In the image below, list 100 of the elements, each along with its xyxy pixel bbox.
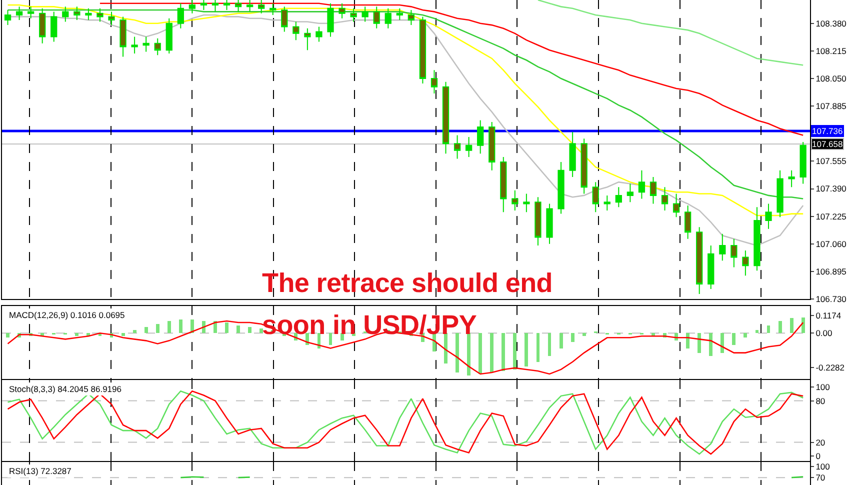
bar bbox=[167, 320, 171, 334]
bar bbox=[709, 333, 713, 356]
candlestick bbox=[27, 6, 34, 19]
y-tick-label: 108.380 bbox=[816, 18, 847, 28]
candlestick bbox=[316, 26, 322, 42]
bar bbox=[456, 333, 460, 372]
candlestick bbox=[430, 70, 438, 94]
candlestick bbox=[16, 6, 23, 21]
candlestick bbox=[212, 0, 219, 12]
candlestick bbox=[4, 10, 12, 26]
bar bbox=[582, 333, 586, 336]
candlestick bbox=[442, 81, 450, 154]
candlestick bbox=[626, 183, 634, 203]
candlestick bbox=[166, 18, 172, 54]
bar bbox=[490, 333, 494, 372]
candlestick bbox=[373, 6, 380, 29]
candlestick bbox=[684, 204, 692, 240]
y-tick-label: 108.215 bbox=[816, 46, 847, 56]
candlestick bbox=[396, 8, 403, 21]
y-tick-label: 107.555 bbox=[816, 156, 847, 166]
candlestick bbox=[74, 6, 80, 21]
bar bbox=[790, 318, 794, 334]
candlestick bbox=[672, 193, 680, 218]
bar bbox=[524, 333, 528, 366]
bar bbox=[570, 333, 574, 342]
bar bbox=[144, 327, 148, 334]
y-tick-label: 107.390 bbox=[816, 184, 847, 194]
candlestick bbox=[512, 190, 518, 211]
candlestick bbox=[754, 206, 760, 272]
candlestick bbox=[85, 8, 92, 21]
annotation: The retrace should end soon in USD/JPY bbox=[262, 267, 554, 342]
bar bbox=[744, 333, 748, 338]
candlestick bbox=[558, 162, 564, 214]
candlestick bbox=[281, 6, 288, 32]
candlestick bbox=[708, 245, 714, 290]
candlestick bbox=[223, 0, 230, 11]
y-tick-label: 107.885 bbox=[816, 101, 847, 112]
bar bbox=[478, 333, 482, 374]
y-tick-label: 107.060 bbox=[816, 238, 847, 249]
line-series bbox=[99, 2, 804, 136]
candlestick bbox=[477, 120, 484, 154]
candlestick bbox=[384, 8, 392, 29]
candlestick bbox=[546, 203, 553, 244]
bar bbox=[178, 319, 182, 334]
candlestick bbox=[730, 238, 738, 268]
bar bbox=[698, 333, 702, 353]
candlestick bbox=[39, 8, 46, 44]
candlestick bbox=[523, 193, 530, 213]
candlestick bbox=[258, 0, 265, 14]
bar bbox=[225, 322, 228, 334]
y-tick-label: 80 bbox=[816, 396, 826, 406]
candlestick bbox=[142, 36, 150, 52]
candlestick bbox=[327, 2, 334, 38]
y-tick-label: 106.730 bbox=[816, 294, 847, 304]
y-tick-label: 108.050 bbox=[816, 73, 847, 84]
text: RSI(13) 72.3287 bbox=[9, 466, 72, 476]
candlestick bbox=[419, 16, 426, 84]
candlestick bbox=[108, 11, 115, 26]
bar bbox=[801, 318, 805, 334]
candlestick bbox=[604, 194, 610, 211]
text: Stoch(8,3,3) 84.2045 86.9196 bbox=[9, 384, 122, 394]
candlestick bbox=[638, 170, 646, 200]
candlestick bbox=[154, 38, 161, 56]
bar bbox=[778, 320, 782, 334]
y-tick-label: 100 bbox=[816, 461, 830, 472]
candlestick bbox=[742, 250, 749, 276]
candlestick bbox=[592, 182, 599, 213]
y-tick-label: 107.225 bbox=[816, 211, 847, 222]
candlestick bbox=[304, 28, 311, 51]
candlestick bbox=[569, 131, 576, 178]
candlestick bbox=[650, 176, 657, 204]
candlestick bbox=[292, 21, 300, 41]
candlestick bbox=[234, 0, 242, 12]
candlestick bbox=[50, 11, 58, 42]
candlestick bbox=[131, 36, 138, 54]
candlestick bbox=[719, 233, 726, 262]
bar bbox=[467, 333, 471, 376]
bar bbox=[513, 333, 517, 370]
candlestick bbox=[246, 0, 254, 12]
candlestick bbox=[615, 186, 622, 208]
candlestick bbox=[454, 134, 461, 160]
bar bbox=[6, 333, 10, 338]
candlestick bbox=[788, 170, 795, 188]
bar bbox=[248, 327, 252, 334]
candlestick bbox=[188, 0, 196, 14]
candlestick bbox=[534, 196, 542, 246]
candlestick bbox=[408, 10, 415, 26]
candlestick bbox=[350, 8, 357, 22]
candlestick bbox=[800, 141, 806, 184]
bar bbox=[75, 333, 79, 336]
y-tick-label: 0.1174 bbox=[816, 310, 842, 320]
candlestick bbox=[362, 6, 368, 22]
y-tick-label: -0.2282 bbox=[816, 362, 845, 373]
y-tick-label: 70 bbox=[816, 472, 826, 483]
y-tick-label: 100 bbox=[816, 382, 830, 392]
y-tick-label: 106.895 bbox=[816, 266, 847, 276]
candlestick bbox=[270, 2, 276, 16]
bar bbox=[686, 333, 690, 348]
candlestick bbox=[338, 2, 346, 19]
bar bbox=[720, 333, 724, 353]
